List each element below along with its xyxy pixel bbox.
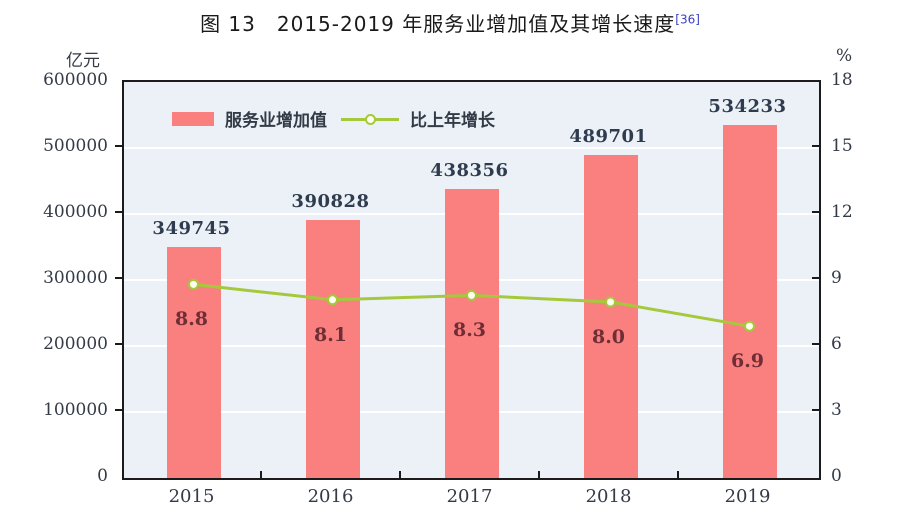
bar-value-label-2019: 534233 xyxy=(708,96,787,118)
left-axis-tick xyxy=(115,409,122,411)
right-axis-tick xyxy=(812,211,819,213)
bar-2017 xyxy=(444,188,499,478)
left-axis-tick-label: 100000 xyxy=(43,400,108,420)
plot-area: 服务业增加值 比上年增长 xyxy=(122,80,821,480)
right-axis-unit: % xyxy=(836,46,853,66)
legend-line-swatch xyxy=(341,112,399,126)
x-axis-label-2015: 2015 xyxy=(168,486,215,507)
legend-item-bar: 服务业增加值 xyxy=(172,106,327,131)
left-axis-tick-label: 300000 xyxy=(43,268,108,288)
line-marker-2018 xyxy=(605,296,616,308)
bar-value-label-2017: 438356 xyxy=(430,159,509,181)
x-axis-label-2016: 2016 xyxy=(307,486,354,507)
x-axis-tick xyxy=(677,471,679,478)
right-axis-tick xyxy=(812,343,819,345)
footnote-ref: [36] xyxy=(675,12,700,27)
legend-bar-swatch xyxy=(172,111,214,126)
left-axis-tick xyxy=(115,343,122,345)
growth-rate-label-2015: 8.8 xyxy=(174,308,209,331)
x-axis-tick xyxy=(260,471,262,478)
legend-label: 服务业增加值 xyxy=(225,111,327,131)
right-axis-tick-label: 15 xyxy=(831,136,853,156)
bar-2016 xyxy=(305,220,360,478)
bar-2019 xyxy=(722,125,777,478)
right-axis-tick-label: 9 xyxy=(831,268,842,288)
right-axis-tick-label: 3 xyxy=(831,400,842,420)
line-marker-2015 xyxy=(188,278,199,290)
left-axis-tick xyxy=(115,145,122,147)
left-axis-tick-label: 200000 xyxy=(43,334,108,354)
left-axis-unit: 亿元 xyxy=(66,51,100,71)
x-axis-label-2019: 2019 xyxy=(724,486,771,507)
growth-rate-label-2016: 8.1 xyxy=(313,323,348,346)
right-axis-tick-label: 18 xyxy=(831,70,853,90)
bar-value-label-2016: 390828 xyxy=(291,191,370,213)
left-axis-tick-label: 400000 xyxy=(43,202,108,222)
bar-value-label-2018: 489701 xyxy=(569,125,648,147)
growth-rate-label-2019: 6.9 xyxy=(730,350,765,373)
line-marker-2019 xyxy=(744,320,755,332)
right-axis-tick xyxy=(812,409,819,411)
left-axis-tick xyxy=(115,211,122,213)
x-axis-label-2017: 2017 xyxy=(446,486,493,507)
gridline xyxy=(124,147,819,149)
line-marker-2016 xyxy=(327,294,338,306)
figure-title: 图 13 2015-2019 年服务业增加值及其增长速度[36] xyxy=(0,8,900,37)
right-axis-tick xyxy=(812,277,819,279)
figure-title-text: 图 13 2015-2019 年服务业增加值及其增长速度 xyxy=(200,12,676,36)
legend-label: 比上年增长 xyxy=(410,111,495,131)
line-series-layer xyxy=(188,278,755,332)
legend-item-line: 比上年增长 xyxy=(341,106,495,131)
right-axis-tick-label: 6 xyxy=(831,334,842,354)
line-marker-2017 xyxy=(466,289,477,301)
left-axis-tick-label: 600000 xyxy=(43,70,108,90)
left-axis-tick-label: 500000 xyxy=(43,136,108,156)
x-axis-tick xyxy=(399,471,401,478)
bar-value-label-2015: 349745 xyxy=(152,218,231,240)
right-axis-tick-label: 0 xyxy=(831,466,842,486)
x-axis-label-2018: 2018 xyxy=(585,486,632,507)
x-axis-tick xyxy=(538,471,540,478)
left-axis-tick xyxy=(115,277,122,279)
legend-line-marker-icon xyxy=(365,113,376,125)
bar-2018 xyxy=(583,154,638,478)
left-axis-tick-label: 0 xyxy=(97,466,108,486)
right-axis-tick-label: 12 xyxy=(831,202,853,222)
legend: 服务业增加值 比上年增长 xyxy=(172,106,495,131)
growth-rate-label-2018: 8.0 xyxy=(591,326,626,348)
right-axis-tick xyxy=(812,145,819,147)
growth-rate-label-2017: 8.3 xyxy=(452,319,487,342)
